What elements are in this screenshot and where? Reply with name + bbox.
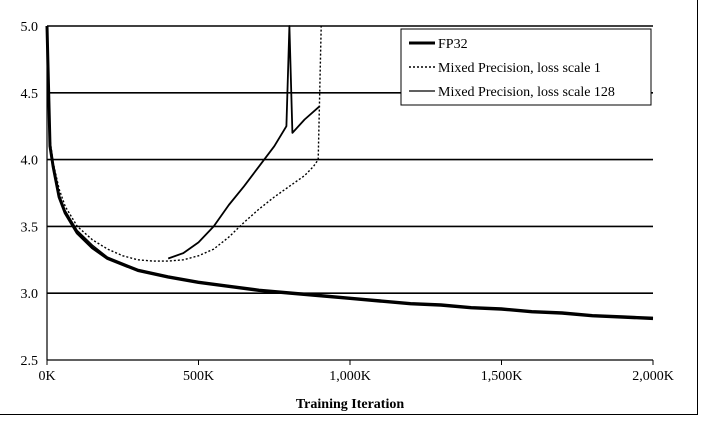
x-tick-label-3: 1,500K [481, 369, 523, 384]
series-line-3 [167, 25, 321, 260]
series-line-0 [45, 25, 654, 321]
y-tick-label-0: 2.5 [21, 354, 39, 369]
y-tick-label-5: 5.0 [21, 20, 39, 35]
chart-frame [0, 0, 698, 415]
legend-label-0: FP32 [438, 37, 468, 52]
series-line-1 [46, 25, 322, 262]
tick-labels: 0K 500K 1,000K 1,500K 2,000K 2.5 3.0 3.5 4.0 4.5 5… [21, 20, 674, 384]
legend-box [400, 28, 652, 106]
series-line-2 [46, 25, 654, 318]
series-lines [45, 25, 654, 321]
y-tick-label-4: 4.5 [21, 87, 39, 102]
x-tick-label-1: 500K [183, 369, 214, 384]
legend-label-1: Mixed Precision, loss scale 1 [438, 61, 601, 76]
x-axis-label: Training Iteration [296, 397, 404, 412]
y-tick-label-3: 4.0 [21, 154, 39, 169]
x-tick-label-0: 0K [38, 369, 55, 384]
x-tick-label-4: 2,000K [632, 369, 674, 384]
legend: FP32 Mixed Precision, loss scale 1 Mixed P… [400, 28, 652, 106]
legend-label-2: Mixed Precision, loss scale 128 [438, 85, 615, 100]
y-tick-label-1: 3.0 [21, 287, 39, 302]
y-tick-label-2: 3.5 [21, 220, 39, 235]
x-tick-label-2: 1,000K [329, 369, 371, 384]
